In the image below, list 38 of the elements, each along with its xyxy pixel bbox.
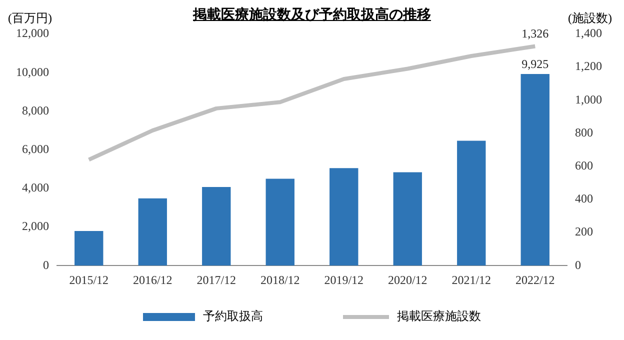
bar <box>330 168 358 266</box>
x-tick-label: 2016/12 <box>132 272 172 287</box>
y-axis-title: (百万円) <box>8 10 52 27</box>
y-tick-label: 2,000 <box>22 219 49 234</box>
x-tick-label: 2021/12 <box>452 272 492 287</box>
y2-tick-label: 600 <box>575 158 593 172</box>
bar <box>393 172 422 266</box>
data-label: 9,925 <box>522 57 549 72</box>
bar <box>202 187 231 266</box>
bar <box>138 198 167 266</box>
bar <box>520 74 550 266</box>
y2-tick-label: 200 <box>575 224 593 239</box>
data-label: 1,326 <box>522 26 549 40</box>
y2-tick-label: 1,000 <box>575 92 602 106</box>
y2-tick-label: 800 <box>575 125 593 140</box>
x-tick-label: 2020/12 <box>388 272 428 287</box>
x-tick-label: 2019/12 <box>324 272 364 287</box>
bar <box>266 178 294 266</box>
x-tick-label: 2015/12 <box>69 272 109 287</box>
y-tick-label: 8,000 <box>22 103 49 118</box>
legend-label: 予約取扱高 <box>203 308 263 325</box>
y-tick-label: 10,000 <box>16 64 49 79</box>
y-tick-label: 12,000 <box>16 26 49 40</box>
x-tick-label: 2017/12 <box>196 272 236 287</box>
y2-tick-label: 0 <box>575 258 581 272</box>
y2-tick-label: 400 <box>575 192 593 206</box>
chart-title: 掲載医療施設数及び予約取扱高の推移 <box>193 8 431 23</box>
y-tick-label: 4,000 <box>22 180 49 195</box>
y2-tick-label: 1,400 <box>575 26 602 40</box>
x-tick-label: 2018/12 <box>260 272 300 287</box>
y-tick-label: 6,000 <box>22 142 49 156</box>
y2-tick-label: 1,200 <box>575 59 602 74</box>
y-tick-label: 0 <box>43 258 49 272</box>
x-tick-label: 2022/12 <box>515 272 555 287</box>
bar <box>457 140 486 266</box>
legend-label: 掲載医療施設数 <box>397 308 481 325</box>
bar <box>74 231 104 266</box>
y2-axis-title: (施設数) <box>568 10 612 27</box>
